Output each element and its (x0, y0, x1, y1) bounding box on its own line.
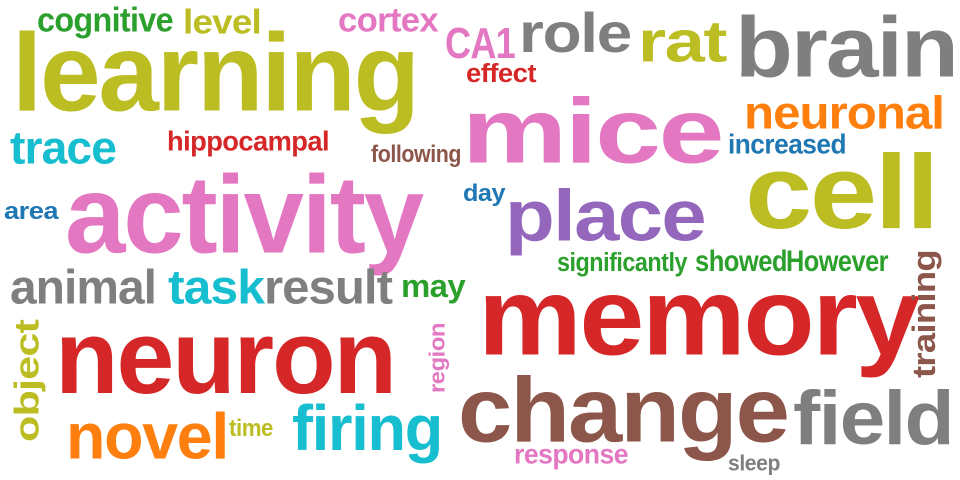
word-cortex: cortex (338, 0, 439, 40)
word-object: object (7, 320, 47, 442)
word-role: role (519, 1, 632, 65)
word-following: following (371, 140, 461, 168)
word-effect: effect (466, 58, 537, 88)
word-change: change (458, 358, 790, 462)
word-neuronal: neuronal (744, 87, 945, 139)
word-cell: cell (745, 133, 939, 252)
word-level: level (183, 2, 262, 42)
word-place: place (505, 175, 707, 257)
word-time: time (229, 414, 273, 442)
word-showed: showed (695, 244, 788, 278)
word-animal: animal (10, 260, 157, 314)
word-however: However (786, 244, 889, 278)
word-novel: novel (66, 400, 229, 473)
word-firing: firing (292, 392, 443, 464)
word-rat: rat (638, 9, 727, 75)
word-field: field (793, 375, 955, 461)
word-memory: memory (478, 255, 920, 379)
word-sleep: sleep (728, 450, 780, 476)
word-increased: increased (728, 128, 847, 160)
word-may: may (401, 268, 466, 304)
word-day: day (463, 179, 506, 207)
word-brain: brain (735, 0, 959, 96)
word-response: response (514, 438, 629, 470)
word-mice: mice (462, 79, 724, 183)
word-neuron: neuron (55, 298, 397, 417)
word-ca1: CA1 (445, 18, 516, 68)
word-trace: trace (10, 122, 117, 174)
word-cognitive: cognitive (37, 0, 174, 40)
word-significantly: significantly (557, 247, 687, 277)
word-training: training (906, 250, 942, 378)
word-hippocampal: hippocampal (167, 125, 330, 157)
word-activity: activity (65, 153, 424, 277)
word-result: result (264, 260, 393, 314)
word-task: task (168, 260, 265, 314)
word-region: region (424, 323, 450, 393)
word-area: area (4, 197, 59, 225)
word-learning: learning (12, 11, 420, 135)
